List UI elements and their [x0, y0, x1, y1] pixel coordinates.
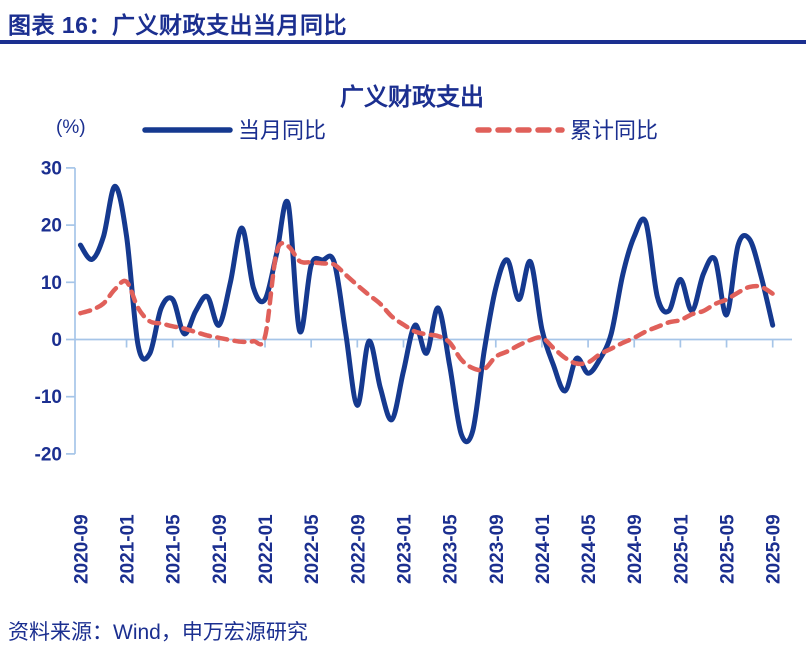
- monthly-yoy-line: [77, 183, 776, 445]
- x-tick-label: 2022-01: [256, 514, 277, 584]
- y-tick-label: 0: [51, 330, 62, 351]
- x-tick-label: 2022-05: [302, 514, 323, 584]
- x-tick-label: 2021-01: [118, 514, 139, 584]
- figure-caption: 图表 16：广义财政支出当月同比: [8, 12, 347, 38]
- x-tick-label: 2025-05: [718, 514, 739, 584]
- y-tick-label: 30: [41, 158, 62, 179]
- legend-label-monthly-yoy: 当月同比: [238, 118, 326, 143]
- chart-title: 广义财政支出: [340, 83, 484, 111]
- x-tick-label: 2024-01: [533, 514, 554, 584]
- x-tick-label: 2021-09: [210, 514, 231, 584]
- x-tick-label: 2022-09: [348, 514, 369, 584]
- y-tick-label: -20: [35, 444, 62, 465]
- x-tick-label: 2023-09: [487, 514, 508, 584]
- legend-label-cumulative-yoy: 累计同比: [570, 118, 658, 143]
- x-tick-label: 2024-05: [579, 514, 600, 584]
- x-tick-label: 2023-01: [395, 514, 416, 584]
- x-tick-label: 2025-01: [671, 514, 692, 584]
- cumulative-yoy-line: [78, 241, 775, 373]
- x-tick-label: 2021-05: [164, 514, 185, 584]
- x-tick-label: 2020-09: [71, 514, 92, 584]
- y-tick-label: 20: [41, 216, 62, 237]
- x-tick-label: 2024-09: [625, 514, 646, 584]
- y-axis-unit-label: (%): [56, 117, 86, 138]
- x-tick-label: 2023-05: [441, 514, 462, 584]
- x-tick-label: 2025-09: [764, 514, 785, 584]
- y-tick-label: 10: [41, 273, 62, 294]
- caption-underline: [0, 40, 806, 44]
- axes: 30 20 10 0 -10 -20 2020-09 2021-01 2021-05 2021-0…: [35, 158, 792, 584]
- series-lines: [77, 183, 776, 445]
- y-tick-label: -10: [35, 387, 62, 408]
- chart-legend: 当月同比 累计同比: [142, 118, 658, 143]
- source-note: 资料来源：Wind，申万宏源研究: [8, 621, 308, 644]
